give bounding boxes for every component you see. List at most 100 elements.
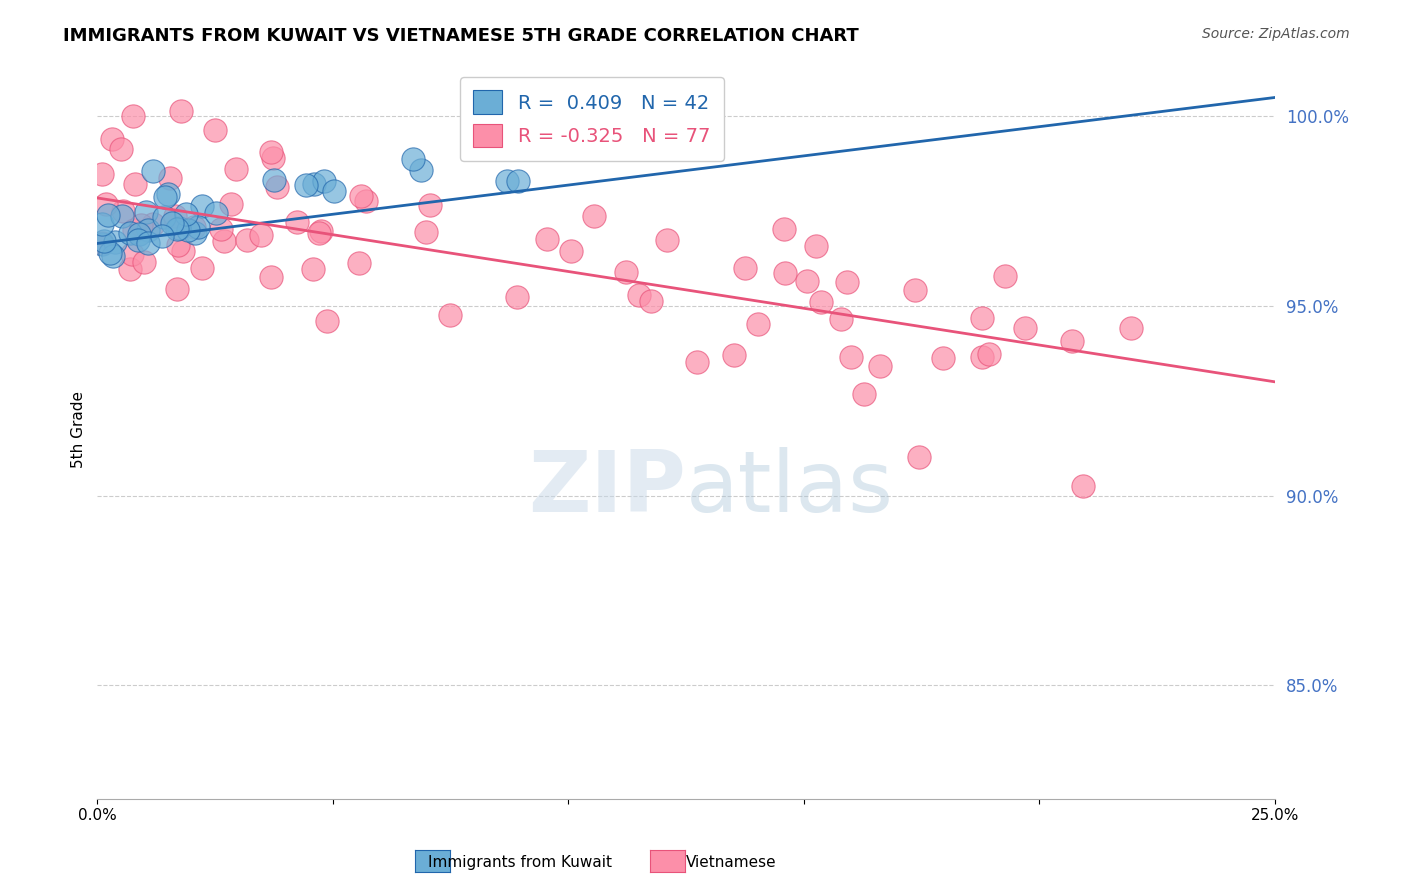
Point bbox=[904, 283, 927, 297]
Point bbox=[628, 287, 651, 301]
Y-axis label: 5th Grade: 5th Grade bbox=[72, 391, 86, 467]
Point bbox=[614, 265, 637, 279]
Point bbox=[157, 186, 180, 201]
Point bbox=[101, 249, 124, 263]
Point bbox=[402, 152, 425, 166]
Point bbox=[734, 260, 756, 275]
Point bbox=[686, 355, 709, 369]
Point bbox=[204, 205, 226, 219]
Text: atlas: atlas bbox=[686, 447, 894, 530]
Point bbox=[796, 274, 818, 288]
Point bbox=[122, 222, 145, 236]
Point bbox=[354, 194, 377, 208]
Point bbox=[302, 177, 325, 191]
Point bbox=[655, 233, 678, 247]
Point bbox=[136, 235, 159, 250]
Text: ZIP: ZIP bbox=[529, 447, 686, 530]
Point bbox=[839, 350, 862, 364]
Point bbox=[347, 255, 370, 269]
Point bbox=[155, 190, 177, 204]
Point bbox=[495, 174, 517, 188]
Point bbox=[111, 204, 134, 219]
Point bbox=[285, 215, 308, 229]
Point bbox=[191, 260, 214, 275]
Point bbox=[97, 208, 120, 222]
Point bbox=[172, 244, 194, 259]
Point bbox=[122, 109, 145, 123]
Point bbox=[91, 235, 114, 250]
Point bbox=[91, 237, 114, 252]
Point bbox=[190, 199, 212, 213]
Point bbox=[723, 347, 745, 361]
Point bbox=[804, 239, 827, 253]
Point bbox=[91, 167, 114, 181]
Point bbox=[91, 217, 114, 231]
Point bbox=[439, 308, 461, 322]
Point bbox=[621, 100, 644, 114]
Point bbox=[150, 228, 173, 243]
Point bbox=[263, 173, 285, 187]
Text: Vietnamese: Vietnamese bbox=[686, 855, 776, 870]
Point bbox=[142, 164, 165, 178]
Point bbox=[977, 347, 1000, 361]
Point bbox=[583, 210, 606, 224]
Point bbox=[262, 151, 284, 165]
Point bbox=[212, 234, 235, 248]
Point bbox=[153, 210, 176, 224]
Point bbox=[1014, 321, 1036, 335]
Point bbox=[128, 227, 150, 241]
Point bbox=[183, 219, 205, 234]
Point bbox=[419, 198, 441, 212]
Point bbox=[415, 225, 437, 239]
Point bbox=[219, 196, 242, 211]
Point bbox=[323, 184, 346, 198]
Point bbox=[409, 163, 432, 178]
Point bbox=[536, 232, 558, 246]
Legend: R =  0.409   N = 42, R = -0.325   N = 77: R = 0.409 N = 42, R = -0.325 N = 77 bbox=[460, 77, 724, 161]
Point bbox=[932, 351, 955, 365]
Point bbox=[869, 359, 891, 373]
Point bbox=[659, 114, 682, 128]
Point bbox=[308, 226, 330, 240]
Point bbox=[972, 350, 994, 364]
Point bbox=[301, 262, 323, 277]
Point bbox=[640, 294, 662, 309]
Point bbox=[266, 180, 288, 194]
Point bbox=[312, 174, 335, 188]
Point bbox=[560, 244, 582, 258]
Point bbox=[970, 310, 993, 325]
Point bbox=[1119, 321, 1142, 335]
Point bbox=[166, 282, 188, 296]
Point bbox=[540, 90, 562, 104]
Point bbox=[135, 205, 157, 219]
Point bbox=[100, 246, 122, 260]
Point bbox=[160, 217, 183, 231]
Point bbox=[773, 222, 796, 236]
Text: Immigrants from Kuwait: Immigrants from Kuwait bbox=[429, 855, 612, 870]
Point bbox=[94, 197, 117, 211]
Point bbox=[184, 226, 207, 240]
Point bbox=[121, 247, 143, 261]
Point bbox=[167, 220, 190, 235]
Point bbox=[309, 223, 332, 237]
Point bbox=[174, 207, 197, 221]
Point bbox=[830, 311, 852, 326]
Point bbox=[853, 387, 876, 401]
Text: IMMIGRANTS FROM KUWAIT VS VIETNAMESE 5TH GRADE CORRELATION CHART: IMMIGRANTS FROM KUWAIT VS VIETNAMESE 5TH… bbox=[63, 27, 859, 45]
Point bbox=[209, 222, 232, 236]
Point bbox=[111, 210, 134, 224]
Point bbox=[773, 266, 796, 280]
Point bbox=[235, 234, 257, 248]
Point bbox=[259, 270, 281, 285]
Point bbox=[187, 219, 209, 234]
Text: Source: ZipAtlas.com: Source: ZipAtlas.com bbox=[1202, 27, 1350, 41]
Point bbox=[294, 178, 316, 193]
Point bbox=[315, 314, 337, 328]
Point bbox=[810, 295, 832, 310]
Point bbox=[134, 255, 156, 269]
Point bbox=[1071, 479, 1094, 493]
Point bbox=[93, 234, 115, 248]
Point bbox=[1060, 334, 1083, 348]
Point bbox=[136, 223, 159, 237]
Point bbox=[505, 290, 527, 304]
